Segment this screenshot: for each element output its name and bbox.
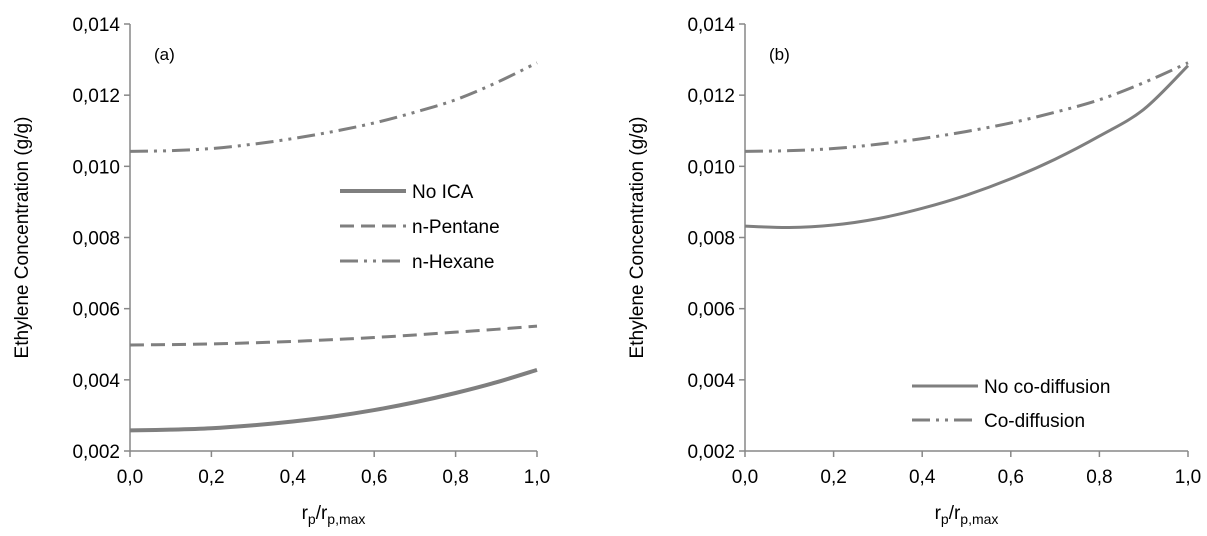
- series-line-n-hexane: [129, 61, 538, 153]
- y-tick-label: 0,006: [72, 300, 120, 321]
- chart-panel-b: 0,002 0,004 0,006 0,008 0,010 0,012 0,014 0,0 0,…: [627, 15, 1201, 527]
- legend-label: n-Pentane: [412, 217, 500, 238]
- y-tick-label: 0,008: [72, 229, 120, 250]
- y-tick-label: 0,010: [72, 157, 120, 178]
- legend-label: No ICA: [412, 182, 474, 203]
- legend: No co-diffusion Co-diffusion: [912, 377, 1110, 432]
- x-tick-label: 0,4: [909, 467, 936, 488]
- legend-label: No co-diffusion: [984, 377, 1110, 398]
- series-line-no-ica: [129, 367, 538, 433]
- chart-panel-a: 0,002 0,004 0,006 0,008 0,010 0,012 0,014 0,0 0,…: [12, 15, 550, 527]
- panel-label: (b): [769, 45, 790, 64]
- x-tick-label: 0,8: [1086, 467, 1112, 488]
- series-line-n-pentane: [129, 324, 538, 347]
- y-axis-title: Ethylene Concentration (g/g): [627, 117, 648, 359]
- x-tick-label: 0,4: [280, 467, 307, 488]
- y-tick-label: 0,014: [72, 15, 120, 36]
- x-tick-label: 0,6: [361, 467, 387, 488]
- legend-label: Co-diffusion: [984, 411, 1085, 432]
- legend-label: n-Hexane: [412, 252, 494, 273]
- series-line-co-diffusion: [744, 61, 1189, 153]
- y-tick-label: 0,012: [72, 86, 120, 107]
- x-tick-label: 0,2: [820, 467, 846, 488]
- y-tick-label: 0,014: [687, 15, 735, 36]
- x-tick-label: 1,0: [524, 467, 550, 488]
- y-axis-title: Ethylene Concentration (g/g): [12, 117, 33, 359]
- y-tick-label: 0,008: [687, 229, 735, 250]
- y-tick-label: 0,012: [687, 86, 735, 107]
- y-tick-label: 0,004: [72, 371, 120, 392]
- y-tick-label: 0,002: [687, 442, 735, 463]
- x-axis-title: rp/rp,max: [302, 503, 366, 527]
- x-tick-label: 0,0: [117, 467, 143, 488]
- x-tick-label: 0,2: [198, 467, 224, 488]
- x-tick-label: 0,8: [442, 467, 468, 488]
- x-tick-label: 0,6: [998, 467, 1024, 488]
- y-tick-label: 0,004: [687, 371, 735, 392]
- series-line-no-co-diffusion: [744, 64, 1190, 230]
- x-axis-title: rp/rp,max: [935, 503, 999, 527]
- legend: No ICA n-Pentane n-Hexane: [340, 182, 500, 273]
- x-tick-label: 1,0: [1175, 467, 1201, 488]
- panel-label: (a): [154, 45, 175, 64]
- y-tick-label: 0,002: [72, 442, 120, 463]
- x-tick-label: 0,0: [732, 467, 758, 488]
- y-tick-label: 0,010: [687, 157, 735, 178]
- y-tick-label: 0,006: [687, 300, 735, 321]
